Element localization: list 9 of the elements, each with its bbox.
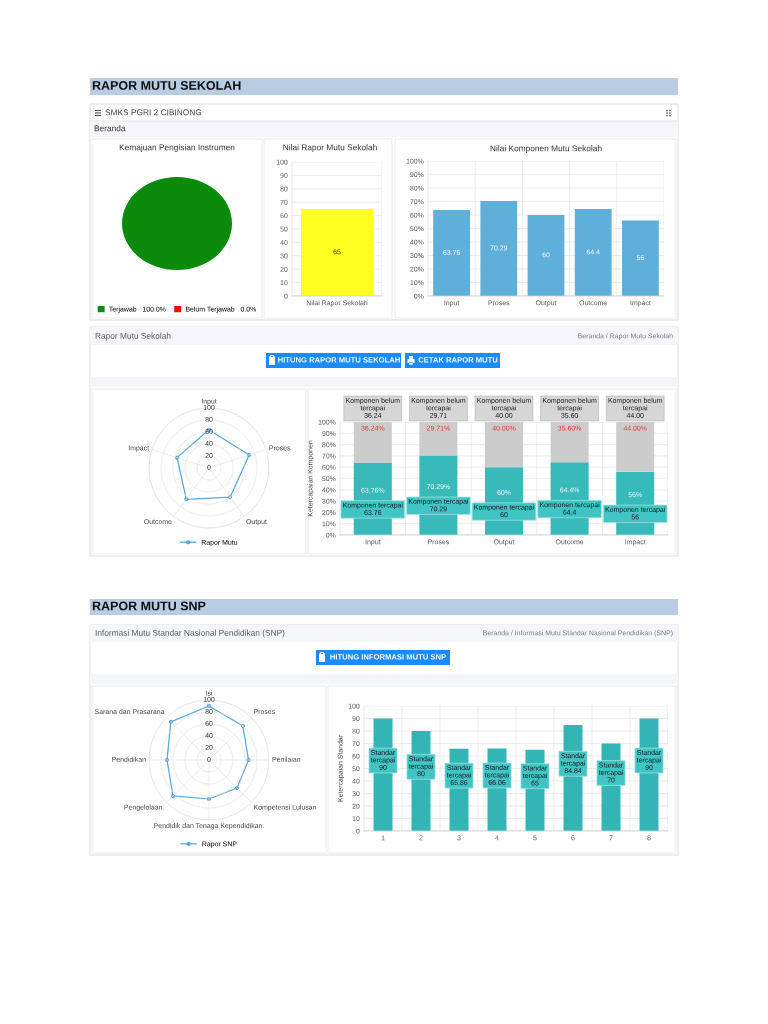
- text: SMKS PGRI 2 CIBINONG: [105, 109, 202, 116]
- text: RAPOR MUTU SNP: [92, 601, 206, 611]
- text: Beranda: [94, 125, 126, 132]
- text: Rapor Mutu Sekolah: [95, 332, 171, 341]
- chart-title: Nilai Rapor Mutu Sekolah: [283, 144, 377, 152]
- text: RAPOR MUTU SEKOLAH: [92, 81, 241, 90]
- chart-title: Kemajuan Pengisian Instrumen: [119, 144, 235, 152]
- chart-title: Nilai Komponen Mutu Sekolah: [490, 145, 602, 153]
- text: Informasi Mutu Standar Nasional Pendidikan (SNP): [95, 629, 285, 638]
